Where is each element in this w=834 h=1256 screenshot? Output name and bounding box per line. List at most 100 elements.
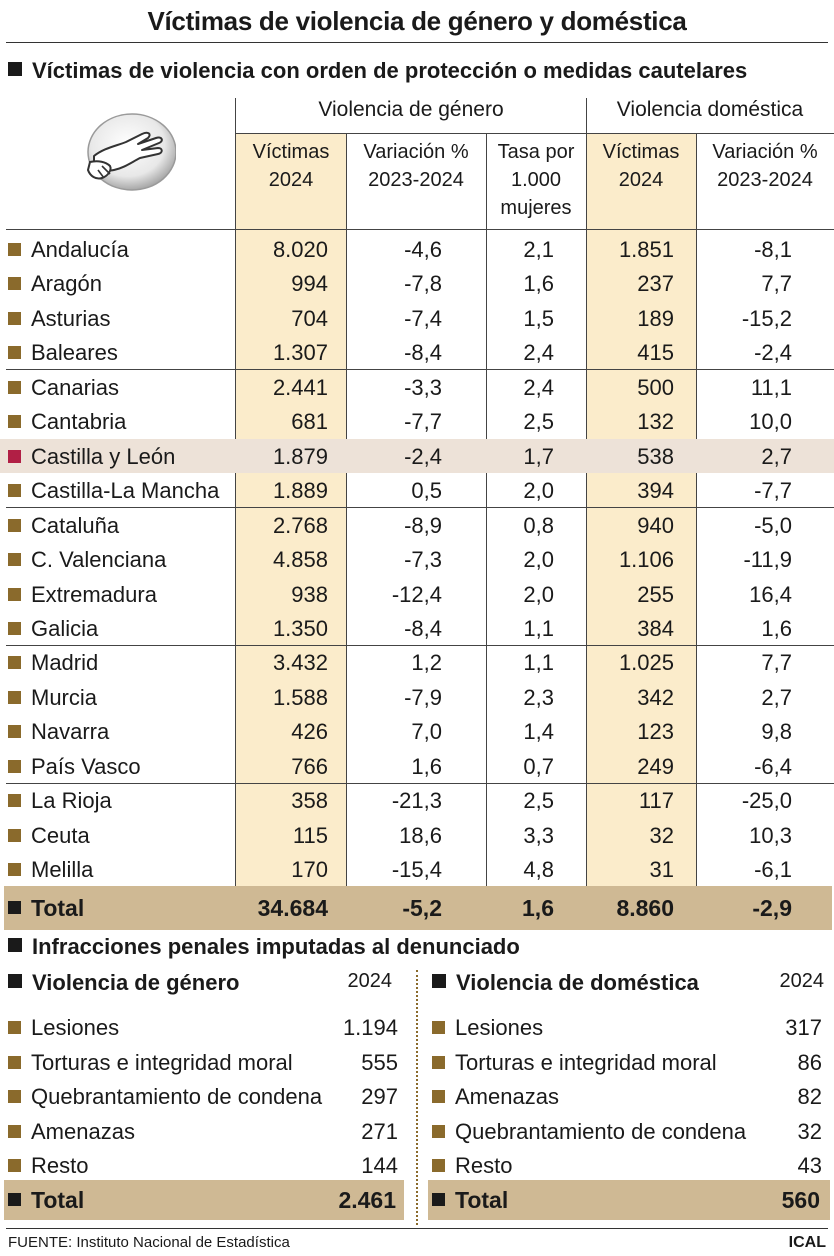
gender-infractions-title-text: Violencia de género	[32, 970, 240, 995]
vg-variacion-cell: -4,6	[404, 237, 442, 262]
section2-title-text: Infracciones penales imputadas al denunc…	[32, 934, 520, 959]
row-bullet	[8, 311, 21, 325]
vg-variacion-cell: -8,4	[404, 340, 442, 366]
grid-line	[236, 133, 834, 134]
vd-variacion-cell: 2,7	[761, 443, 792, 469]
total-vd-victimas: 8.860	[616, 895, 674, 921]
vd-victimas-cell: 31	[649, 857, 674, 883]
section1-bullet	[8, 62, 22, 76]
vd-victimas-cell: 132	[637, 409, 674, 435]
vd-victimas-cell: 538	[637, 443, 674, 469]
vg-victimas-cell: 1.350	[272, 615, 328, 641]
region-name: Canarias	[8, 375, 119, 401]
region-name: Castilla-La Mancha	[8, 478, 219, 504]
region-name: Aragón	[8, 271, 102, 297]
vg-victimas-cell: 426	[291, 719, 328, 745]
vd-victimas-cell: 342	[637, 684, 674, 710]
vd-victimas-cell: 32	[649, 822, 674, 848]
region-name: Cataluña	[8, 513, 119, 539]
vd-victimas-cell: 940	[637, 512, 674, 538]
vd-victimas-cell: 1.025	[618, 650, 674, 676]
gender-total-bullet	[8, 1193, 21, 1206]
row-bullet	[8, 863, 21, 877]
domestic-infractions-bullet	[432, 974, 446, 988]
row-bullet	[8, 794, 21, 808]
region-label: Ceuta	[31, 822, 90, 848]
table-row: País Vasco 766 1,6 0,7 249 -6,4	[0, 749, 834, 784]
vg-variacion-cell: -7,3	[404, 547, 442, 573]
region-label: Baleares	[31, 340, 118, 366]
region-label: Asturias	[31, 305, 111, 331]
grid-line	[486, 134, 487, 886]
region-label: Aragón	[31, 271, 102, 297]
infraction-label: Quebrantamiento de condena	[8, 1084, 322, 1110]
vg-victimas-cell: 8.020	[272, 237, 328, 262]
list-item: Lesiones 1.194	[8, 1010, 408, 1045]
vd-variacion-cell: -15,2	[741, 305, 792, 331]
infraction-label: Amenazas	[8, 1119, 135, 1145]
vg-victimas-cell: 115	[292, 822, 328, 848]
infraction-label-text: Lesiones	[455, 1015, 544, 1040]
vg-tasa-cell: 1,4	[523, 719, 554, 745]
region-name: La Rioja	[8, 788, 112, 814]
domestic-infractions-year: 2024	[779, 970, 825, 992]
grid-line	[586, 98, 587, 886]
vg-tasa-cell: 2,0	[523, 547, 554, 573]
table-row: Murcia 1.588 -7,9 2,3 342 2,7	[0, 680, 834, 715]
region-label: Cataluña	[31, 512, 120, 538]
section1-title-text: Víctimas de violencia con orden de prote…	[32, 58, 748, 83]
infraction-label-text: Torturas e integridad moral	[31, 1049, 293, 1075]
title-rule	[6, 42, 828, 43]
vg-variacion-cell: 1,6	[411, 753, 442, 779]
infraction-value: 297	[361, 1084, 398, 1109]
table-row: Ceuta 115 18,6 3,3 32 10,3	[0, 818, 834, 853]
colhead-vd-variacion: Variación % 2023-2024	[696, 138, 834, 194]
vd-variacion-cell: 10,0	[749, 409, 792, 435]
region-name: C. Valenciana	[8, 547, 166, 573]
vg-variacion-cell: -7,7	[404, 409, 442, 435]
region-label: Madrid	[31, 650, 99, 676]
colhead-vg-tasa: Tasa por 1.000 mujeres	[486, 138, 586, 222]
list-item: Lesiones 317	[432, 1010, 832, 1045]
row-bullet	[8, 587, 21, 601]
vg-victimas-cell: 358	[291, 788, 328, 814]
vg-variacion-cell: -8,4	[404, 615, 442, 641]
table-row: La Rioja 358 -21,3 2,5 117 -25,0	[0, 783, 834, 818]
region-name: Castilla y León	[8, 444, 175, 470]
row-bullet	[8, 1159, 21, 1172]
vg-tasa-cell: 1,1	[523, 650, 554, 676]
vd-victimas-cell: 384	[637, 615, 674, 641]
colhead-vg-victimas: Víctimas 2024	[236, 138, 346, 194]
total-row: Total 34.684 -5,2 1,6 8.860 -2,9	[4, 886, 832, 930]
region-name: Extremadura	[8, 582, 157, 608]
column-separator	[416, 970, 418, 1225]
vd-victimas-cell: 1.851	[618, 237, 674, 262]
colhead-line: 2023-2024	[717, 169, 813, 191]
region-name: Murcia	[8, 685, 97, 711]
vg-tasa-cell: 2,3	[523, 684, 554, 710]
colhead-line: 1.000	[510, 169, 562, 191]
main-title: Víctimas de violencia de género y domést…	[147, 6, 687, 36]
vg-variacion-cell: -3,3	[404, 374, 442, 400]
domestic-total-bullet	[432, 1193, 445, 1206]
row-bullet	[8, 277, 21, 291]
colhead-line: Tasa por	[497, 141, 575, 163]
row-bullet	[8, 1021, 21, 1034]
infraction-value: 317	[785, 1015, 822, 1040]
region-name: Navarra	[8, 719, 109, 745]
group-header-gender: Violencia de género	[318, 98, 504, 121]
vg-victimas-cell: 704	[291, 305, 328, 331]
vd-victimas-column-bg	[586, 134, 696, 930]
total-label-text: Total	[31, 895, 85, 921]
region-label: Castilla y León	[31, 443, 176, 469]
table-row: Madrid 3.432 1,2 1,1 1.025 7,7	[0, 645, 834, 680]
region-label: La Rioja	[31, 788, 112, 814]
vd-victimas-cell: 189	[637, 305, 674, 331]
row-bullet	[8, 759, 21, 773]
region-label: Andalucía	[31, 237, 129, 262]
vg-variacion-cell: -8,9	[404, 512, 442, 538]
vg-tasa-cell: 2,4	[523, 374, 554, 400]
row-bullet	[432, 1124, 445, 1138]
vg-variacion-cell: -15,4	[391, 857, 442, 883]
section2-title: Infracciones penales imputadas al denunc…	[8, 934, 520, 960]
